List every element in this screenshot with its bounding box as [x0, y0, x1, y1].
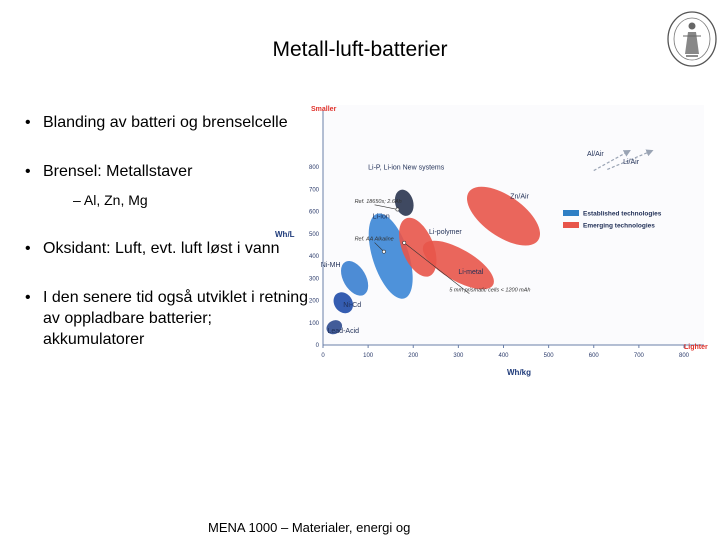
y-tick-label: 200	[309, 299, 320, 305]
region-label: Lead-Acid	[328, 328, 360, 335]
bullet-item: • Oksidant: Luft, evt. luft løst i vann	[25, 240, 280, 257]
annotation-label: 5 mm prismatic cells < 1200 mAh	[449, 288, 530, 294]
bullet-item: • Brensel: Metallstaver	[25, 163, 193, 180]
region-label: Ni-MH	[321, 262, 341, 269]
bullet-list: • Blanding av batteri og brenselcelle • Br…	[25, 112, 315, 350]
annotation-marker	[402, 240, 407, 245]
smaller-label: Smaller	[311, 106, 337, 113]
annotation-label: Ref. AA Alkaline	[355, 237, 394, 243]
legend-label: Emerging technologies	[583, 223, 655, 230]
annotation-leader	[374, 204, 398, 210]
region-ellipse	[368, 213, 413, 299]
x-axis-label: Wh/kg	[507, 368, 531, 377]
trend-arrow-label: Al/Air	[587, 151, 604, 158]
trend-arrow-label: Li/Air	[623, 159, 640, 166]
region-ellipse	[394, 189, 414, 216]
sub-bullet-item: – Al, Zn, Mg	[25, 190, 315, 211]
region-label: Li-P, Li-ion New systems	[368, 164, 445, 171]
annotation-leader	[404, 242, 470, 294]
slide-title: Metall-luft-batterier	[272, 38, 448, 61]
y-tick-label: 400	[309, 254, 320, 260]
region-ellipse	[467, 186, 540, 246]
annotation-marker	[395, 207, 400, 212]
legend-swatch	[563, 210, 579, 216]
ragone-chart: Lead-Acid Ni-Cd Ni-MH Li-ion Li-polymer Li-P,…	[275, 105, 708, 377]
y-tick-label: 500	[309, 232, 320, 238]
y-tick-label: 800	[309, 165, 320, 171]
x-tick-label: 800	[679, 353, 690, 359]
region-label: Ni-Cd	[343, 302, 361, 309]
y-tick-label: 100	[309, 321, 320, 327]
annotation-label: Ref. 18650s; 2.6Ah	[355, 199, 402, 205]
legend-swatch	[563, 222, 579, 228]
trend-arrow	[593, 149, 631, 172]
sub-bullet-text: – Al, Zn, Mg	[73, 192, 148, 208]
bullet-item: • Blanding av batteri og brenselcelle	[25, 114, 288, 131]
y-axis-label: Wh/L	[275, 230, 295, 239]
region-ellipse	[326, 320, 343, 335]
x-tick-label: 100	[363, 353, 374, 359]
region-label: Li-metal	[458, 269, 483, 276]
region-ellipse	[340, 261, 369, 296]
x-tick-label: 500	[544, 353, 555, 359]
bullet-item: • I den senere tid også utviklet i retnin…	[25, 289, 309, 348]
university-seal-icon	[667, 11, 717, 67]
annotation-leader	[374, 242, 385, 252]
x-tick-label: 700	[634, 353, 645, 359]
region-label: Zn/Air	[510, 193, 529, 200]
region-ellipse	[399, 217, 437, 277]
x-tick-label: 200	[408, 353, 419, 359]
bullet-text: Blanding av batteri og brenselcelle	[43, 114, 288, 131]
x-tick-label: 0	[321, 353, 325, 359]
y-tick-label: 0	[316, 343, 320, 349]
x-tick-label: 300	[453, 353, 464, 359]
slide-footer: MENA 1000 – Materialer, energi og	[208, 520, 411, 535]
region-label: Li-polymer	[429, 229, 462, 236]
legend-label: Established technologies	[583, 211, 662, 218]
bullet-text: Brensel: Metallstaver	[43, 163, 193, 180]
y-tick-label: 700	[309, 187, 320, 193]
region-ellipse	[422, 240, 494, 290]
annotation-marker	[382, 249, 386, 254]
lighter-label: Lighter	[684, 344, 708, 351]
region-ellipse	[333, 292, 354, 314]
x-tick-label: 400	[498, 353, 509, 359]
region-label: Li-ion	[373, 213, 390, 220]
y-tick-label: 600	[309, 210, 320, 216]
trend-arrow	[607, 149, 654, 170]
bullet-text: Oksidant: Luft, evt. luft løst i vann	[43, 240, 280, 257]
x-tick-label: 600	[589, 353, 600, 359]
y-tick-label: 300	[309, 276, 320, 282]
bullet-text: I den senere tid også utviklet i retning…	[43, 289, 309, 348]
